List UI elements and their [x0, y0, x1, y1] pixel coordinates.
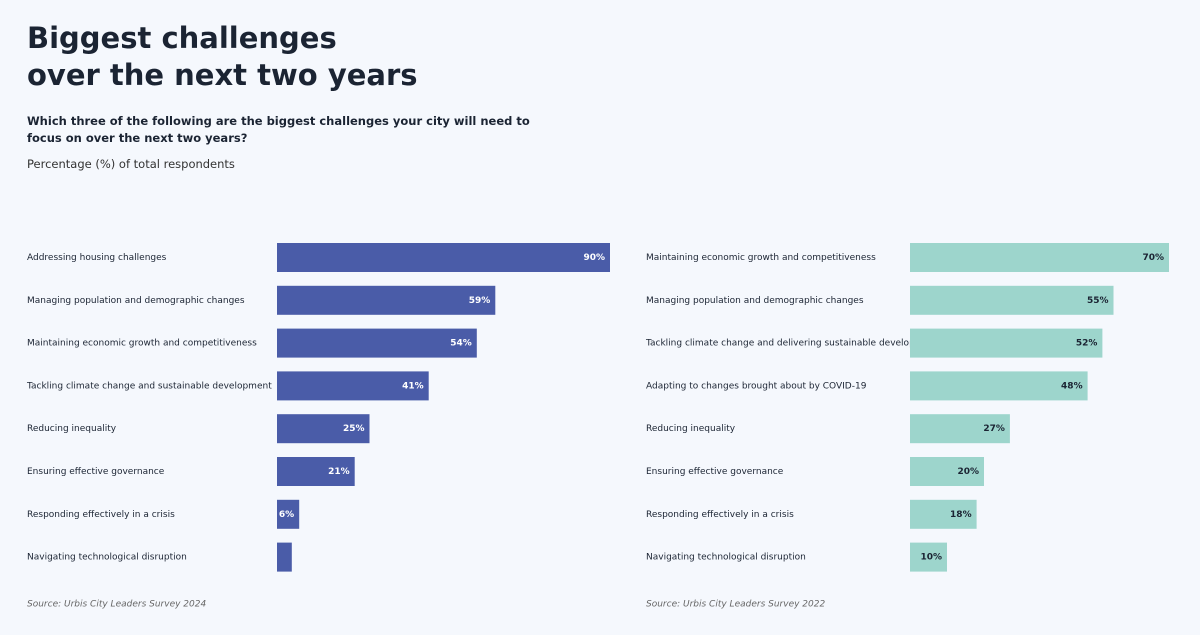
value-label: 20% [957, 467, 979, 477]
title-line: over the next two years [27, 58, 418, 92]
source: Source: Urbis City Leaders Survey 2022 [646, 600, 825, 610]
bar [277, 414, 370, 444]
category-label: Ensuring effective governance [27, 467, 165, 477]
value-label: 48% [1061, 381, 1083, 391]
value-label: 70% [1142, 253, 1164, 263]
bar [277, 285, 496, 315]
category-label: Tackling climate change and sustainable … [26, 381, 272, 391]
bar [277, 457, 355, 486]
bar [277, 542, 292, 572]
category-label: Reducing inequality [27, 424, 117, 434]
category-label: Managing population and demographic chan… [27, 296, 245, 306]
category-label: Tackling climate change and delivering s… [645, 339, 939, 349]
bar [910, 457, 984, 486]
question: Which three of the following are the big… [27, 114, 530, 145]
value-label: 10% [920, 553, 942, 563]
category-label: Navigating technological disruption [27, 553, 187, 563]
value-label: 27% [983, 424, 1005, 434]
category-label: Responding effectively in a crisis [27, 510, 175, 520]
bar [910, 371, 1088, 401]
category-label: Navigating technological disruption [646, 553, 806, 563]
value-label: 18% [950, 510, 972, 520]
category-label: Ensuring effective governance [646, 467, 784, 477]
value-label: 54% [450, 339, 472, 349]
value-label: 25% [343, 424, 365, 434]
bar [910, 328, 1103, 358]
value-label: 90% [583, 253, 605, 263]
source: Source: Urbis City Leaders Survey 2024 [27, 600, 206, 610]
value-label: 21% [328, 467, 350, 477]
value-label: 55% [1087, 296, 1109, 306]
bar [910, 499, 977, 529]
bar [277, 371, 429, 401]
category-label: Responding effectively in a crisis [646, 510, 794, 520]
category-label: Reducing inequality [646, 424, 736, 434]
title: Biggest challenges over the next two year… [27, 20, 418, 94]
bar [277, 243, 610, 272]
unit-note: Percentage (%) of total respondents [27, 157, 235, 171]
bar [910, 285, 1114, 315]
category-label: Adapting to changes brought about by COV… [646, 381, 867, 391]
bar [910, 542, 947, 572]
category-label: Maintaining economic growth and competit… [27, 339, 257, 349]
bar [277, 499, 300, 529]
category-label: Addressing housing challenges [27, 253, 167, 263]
category-label: Maintaining economic growth and competit… [646, 253, 876, 263]
title-line: Biggest challenges [27, 21, 337, 55]
value-label: 41% [402, 381, 424, 391]
category-label: Managing population and demographic chan… [646, 296, 864, 306]
bar [910, 243, 1169, 272]
value-label: 6% [279, 510, 294, 520]
value-label: 59% [469, 296, 491, 306]
bar [910, 414, 1010, 444]
bar [277, 328, 477, 358]
value-label: 52% [1076, 339, 1098, 349]
